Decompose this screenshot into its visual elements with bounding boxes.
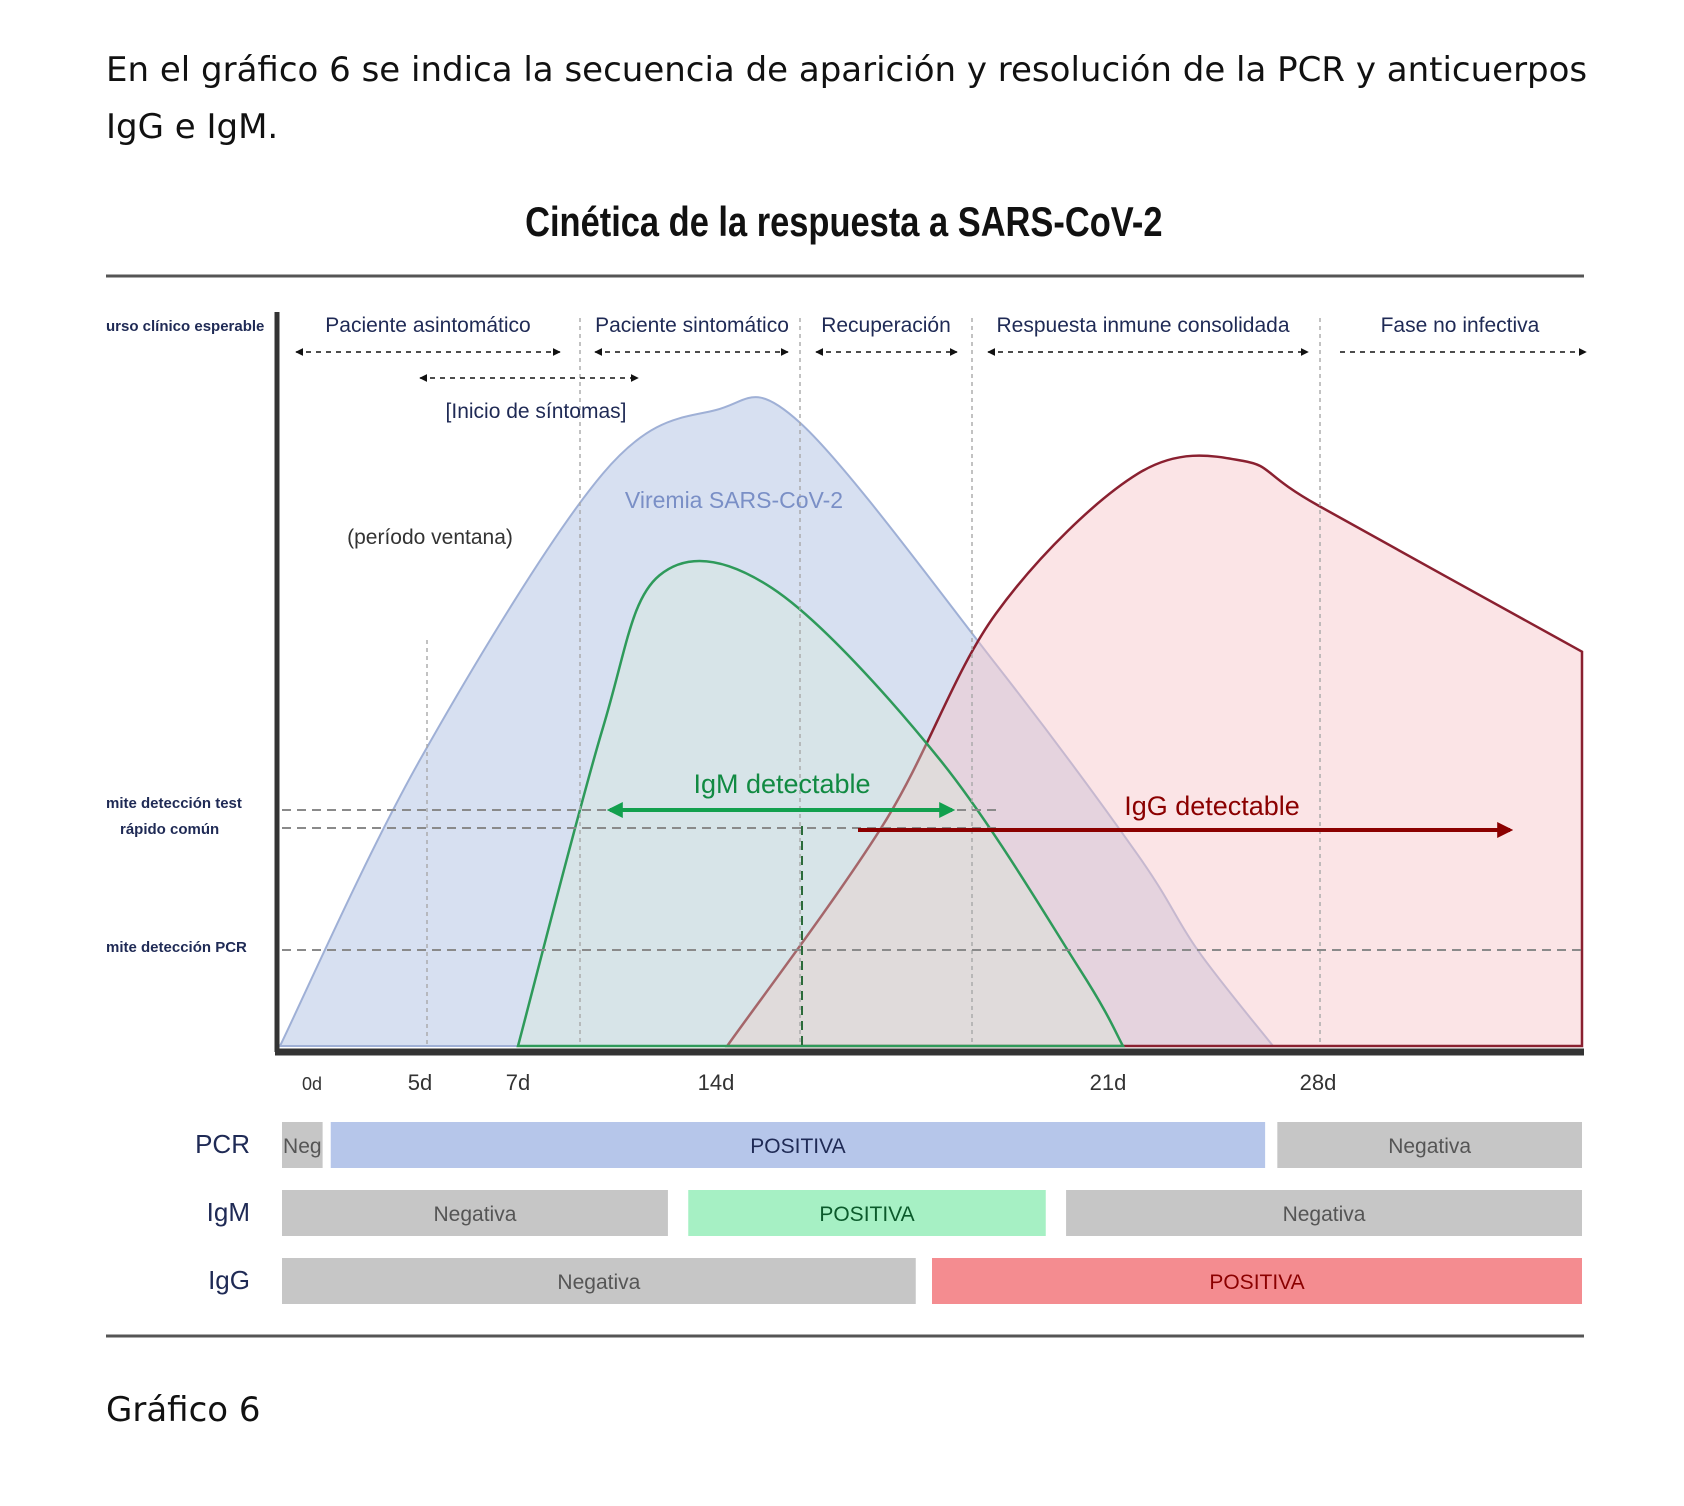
phase-symptomatic: Paciente sintomático (595, 314, 789, 337)
phase-arrows (295, 348, 1587, 382)
igg-segment-label-0: Negativa (557, 1271, 640, 1294)
row-label-igm: IgM (207, 1197, 250, 1227)
igg-segment-1 (932, 1258, 1582, 1304)
pcr-segment-0 (282, 1122, 323, 1168)
igg-detectable-label: IgG detectable (1124, 791, 1300, 821)
rapid-test-label-line2: rápido común (120, 821, 219, 838)
phase-non-infective: Fase no infectiva (1381, 314, 1540, 337)
phase-immune-response: Respuesta inmune consolidada (996, 314, 1289, 337)
clinical-course-label: urso clínico esperable (106, 318, 264, 335)
intro-paragraph: En el gráfico 6 se indica la secuencia d… (106, 50, 1588, 147)
pcr-segment-1 (330, 1122, 1266, 1168)
igm-segment-1 (688, 1190, 1046, 1236)
pcr-segment-2 (1277, 1122, 1582, 1168)
phase-labels: Paciente asintomático Paciente sintomáti… (325, 314, 1539, 337)
row-label-igg: IgG (208, 1265, 250, 1295)
curve-layer (278, 396, 1584, 1048)
detection-rows: PCR Neg POSITIVA Negativa IgM Negativa POSITIV… (195, 1122, 1582, 1304)
limit-lines (282, 809, 1584, 951)
x-tick-5d: 5d (408, 1070, 432, 1095)
x-tick-14d: 14d (698, 1070, 735, 1095)
x-tick-7d: 7d (506, 1070, 530, 1095)
chart-title: Cinética de la respuesta a SARS-CoV-2 (525, 198, 1163, 245)
igm-segment-label-1: POSITIVA (819, 1203, 914, 1226)
row-label-pcr: PCR (195, 1129, 250, 1159)
igm-segment-label-0: Negativa (434, 1203, 517, 1226)
igm-segment-0 (282, 1190, 668, 1236)
phase-separators (426, 318, 1321, 1045)
phase-recovery: Recuperación (821, 314, 951, 337)
pcr-segment-label-2: Negativa (1388, 1135, 1471, 1158)
igg-segment-label-1: POSITIVA (1209, 1271, 1304, 1294)
pcr-segment-label-1: POSITIVA (750, 1135, 845, 1158)
igg-segment-0 (282, 1258, 916, 1304)
igg-curve (724, 454, 1584, 1048)
x-tick-labels: 0d 5d 7d 14d 21d 28d (302, 1070, 1336, 1095)
igm-detectable-label: IgM detectable (693, 769, 870, 799)
pcr-limit-label: mite detección PCR (106, 939, 247, 956)
pcr-segment-label-0: Neg (283, 1135, 322, 1158)
viremia-label: Viremia SARS-CoV-2 (625, 487, 843, 513)
x-tick-0d: 0d (302, 1074, 322, 1094)
igm-segment-label-2: Negativa (1283, 1203, 1366, 1226)
figure-caption: Gráfico 6 (106, 1390, 261, 1430)
rapid-test-label-line1: mite detección test (106, 795, 242, 812)
window-period-label: (período ventana) (347, 526, 513, 549)
phase-asymptomatic: Paciente asintomático (325, 314, 530, 337)
x-tick-28d: 28d (1300, 1070, 1337, 1095)
symptom-onset-label: [Inicio de síntomas] (446, 400, 627, 423)
x-tick-21d: 21d (1090, 1070, 1127, 1095)
igm-segment-2 (1066, 1190, 1582, 1236)
